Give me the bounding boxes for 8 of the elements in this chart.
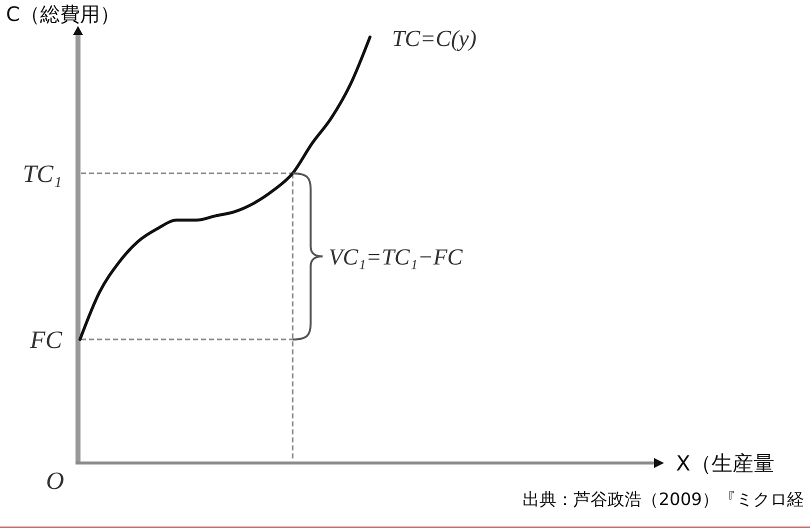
source-note: 出典：芦谷政浩（2009）『ミクロ経 (522, 490, 804, 510)
ref-line-label: FC (29, 327, 62, 354)
text: O (46, 468, 64, 495)
y-axis-title: C（総費用） (6, 2, 120, 26)
annotation: VC₁=TC₁−FC (328, 244, 464, 270)
ref-line-label: TC₁ (22, 161, 62, 188)
series-label: TC=C(y) (392, 26, 477, 51)
text: X（生産量 (676, 451, 774, 476)
